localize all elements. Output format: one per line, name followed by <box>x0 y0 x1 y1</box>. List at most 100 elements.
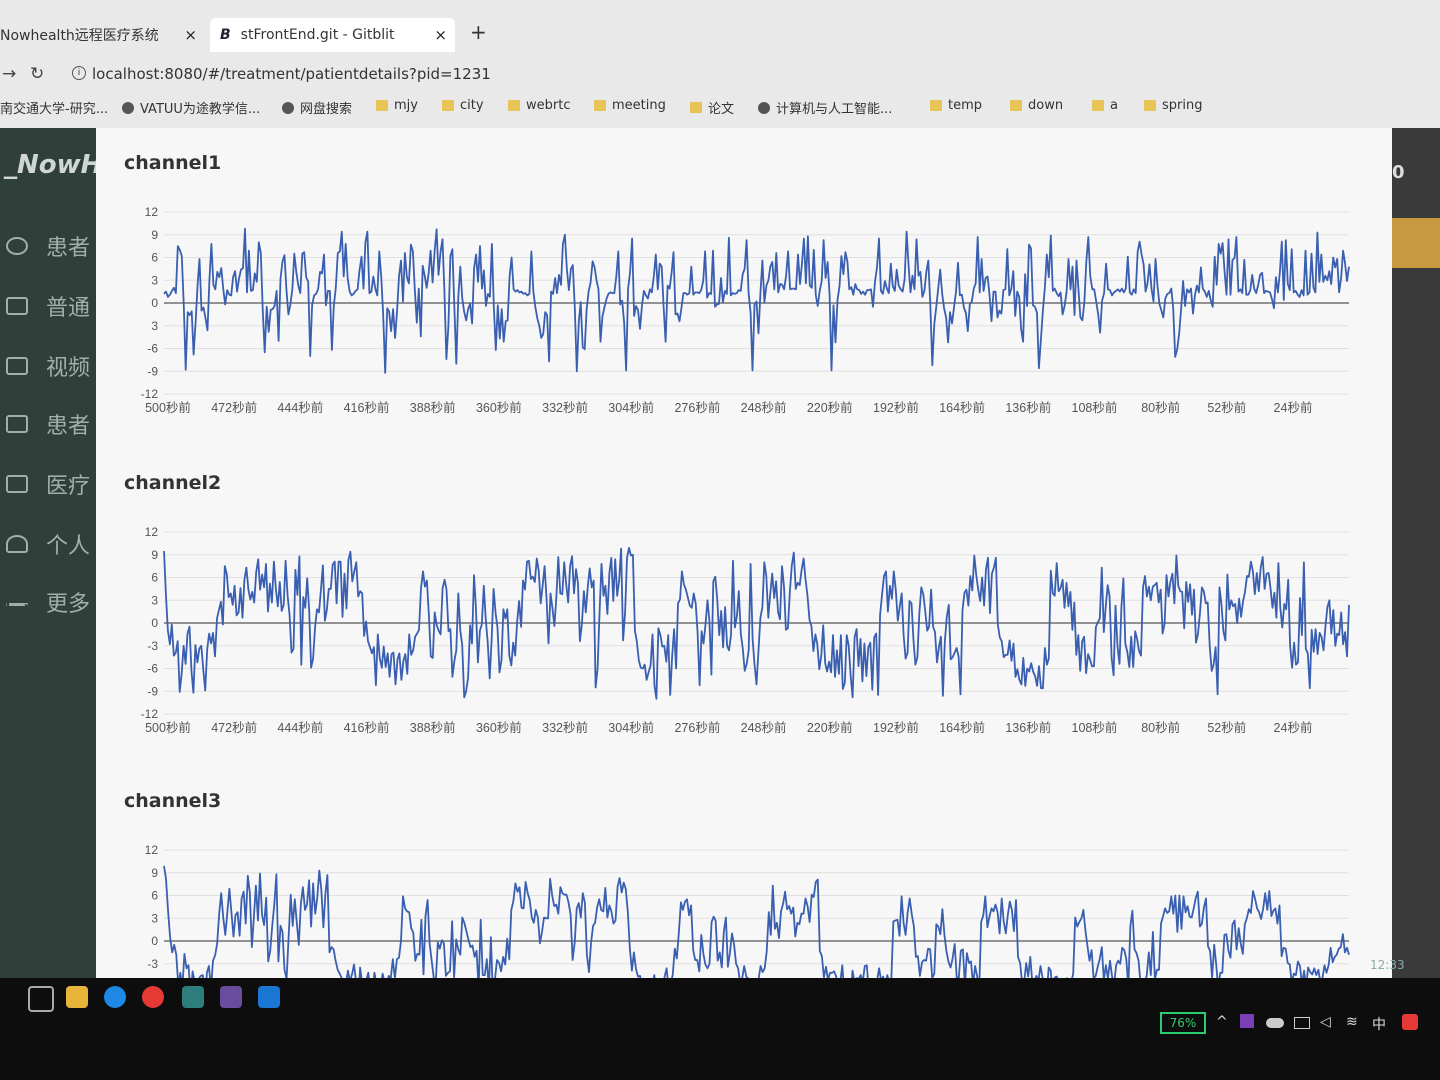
jetbrains-icon[interactable] <box>220 986 242 1008</box>
folder-icon <box>690 102 702 113</box>
bookmark-label: VATUU为途教学信... <box>140 102 261 117</box>
x-tick-label: 192秒前 <box>873 720 919 735</box>
counter-text: 0 <box>1392 162 1405 183</box>
x-tick-label: 164秒前 <box>939 720 985 735</box>
more-icon <box>6 602 28 606</box>
sidebar-item-medical[interactable]: 医疗 <box>0 456 98 512</box>
y-tick-label: 0 <box>151 934 158 948</box>
speaker-icon[interactable]: ◁ <box>1320 1014 1331 1030</box>
sidebar-item-label: 个人 <box>46 534 91 559</box>
cloud-icon[interactable] <box>1266 1018 1284 1028</box>
close-icon[interactable]: × <box>434 26 447 44</box>
folder-icon <box>1144 100 1156 111</box>
sidebar-item-label: 普通 <box>46 296 91 321</box>
folder-icon <box>594 100 606 111</box>
back-icon[interactable]: → <box>2 64 17 84</box>
x-tick-label: 444秒前 <box>277 720 323 735</box>
y-tick-label: 6 <box>151 251 158 265</box>
folder-icon <box>376 100 388 111</box>
main-content: channel1 12 9 6 3 0 3 -6 -9 -12 500秒前 472秒前 444秒前 41… <box>96 128 1392 1033</box>
y-tick-label: 9 <box>151 548 158 562</box>
bookmark-label: city <box>460 98 484 113</box>
bookmark-item[interactable]: VATUU为途教学信... <box>122 98 260 117</box>
bookmark-item[interactable]: 论文 <box>690 98 734 117</box>
x-tick-label: 304秒前 <box>608 400 654 415</box>
tab-nowhealth[interactable]: Nowhealth远程医疗系统 × <box>0 18 205 52</box>
reload-icon[interactable]: ↻ <box>30 64 45 84</box>
chevron-up-icon[interactable]: ^ <box>1216 1014 1228 1030</box>
bookmark-label: a <box>1110 98 1118 113</box>
bookmark-item[interactable]: meeting <box>594 98 666 113</box>
sidebar: _NowH 患者 普通 视频 患者 医疗 个人 更多 <box>0 128 102 978</box>
ime-indicator[interactable]: 中 <box>1372 1017 1386 1033</box>
x-tick-label: 472秒前 <box>211 400 257 415</box>
globe-icon <box>122 101 134 114</box>
x-tick-label: 360秒前 <box>476 400 522 415</box>
battery-icon[interactable] <box>1294 1017 1310 1029</box>
y-tick-label: -3 <box>147 639 158 653</box>
edge-icon[interactable] <box>104 986 126 1008</box>
bookmark-item[interactable]: 南交通大学-研究... <box>0 98 108 117</box>
x-tick-label: 220秒前 <box>807 720 853 735</box>
x-tick-label: 388秒前 <box>410 400 456 415</box>
y-tick-label: -9 <box>147 364 158 378</box>
bookmark-item[interactable]: temp <box>930 98 982 113</box>
tab-gitblit[interactable]: B stFrontEnd.git - Gitblit × <box>210 18 455 52</box>
onenote-icon[interactable] <box>1240 1014 1254 1028</box>
bookmark-item[interactable]: down <box>1010 98 1063 113</box>
bookmark-label: 南交通大学-研究... <box>0 102 109 117</box>
bookmark-item[interactable]: spring <box>1144 98 1202 113</box>
app-icon[interactable] <box>182 986 204 1008</box>
bookmark-item[interactable]: webrtc <box>508 98 570 113</box>
sidebar-item-patient-search[interactable]: 患者 <box>0 396 98 452</box>
sogou-icon[interactable] <box>1402 1014 1418 1030</box>
chrome-icon[interactable] <box>142 986 164 1008</box>
folder-icon <box>508 100 520 111</box>
clock-text: 12:33 <box>1370 958 1405 972</box>
x-tick-label: 332秒前 <box>542 720 588 735</box>
bookmark-item[interactable]: 网盘搜索 <box>282 98 352 117</box>
user-icon <box>6 535 28 553</box>
battery-indicator: 76% <box>1160 1012 1206 1034</box>
file-explorer-icon[interactable] <box>66 986 88 1008</box>
x-tick-label: 360秒前 <box>476 720 522 735</box>
globe-icon <box>758 101 770 114</box>
x-tick-label: 388秒前 <box>410 720 456 735</box>
sidebar-item-general[interactable]: 普通 <box>0 278 98 334</box>
sidebar-item-label: 视频 <box>46 356 91 381</box>
new-tab-button[interactable]: + <box>470 20 487 44</box>
sidebar-item-personal[interactable]: 个人 <box>0 516 98 572</box>
bookmarks-bar: 南交通大学-研究... VATUU为途教学信... 网盘搜索 mjy city … <box>0 94 1440 120</box>
close-icon[interactable]: × <box>184 26 197 44</box>
channel-title: channel2 <box>124 472 222 494</box>
x-tick-label: 24秒前 <box>1274 400 1313 415</box>
x-tick-label: 108秒前 <box>1072 720 1118 735</box>
gitblit-icon: B <box>220 27 231 43</box>
sidebar-item-more[interactable]: 更多 <box>0 574 98 630</box>
x-tick-label: 52秒前 <box>1207 400 1246 415</box>
x-tick-label: 192秒前 <box>873 400 919 415</box>
url-input[interactable]: localhost:8080/#/treatment/patientdetail… <box>92 65 491 83</box>
bookmark-label: webrtc <box>526 98 571 113</box>
sidebar-item-video[interactable]: 视频 <box>0 338 98 394</box>
bookmark-item[interactable]: 计算机与人工智能... <box>758 98 892 117</box>
x-tick-label: 52秒前 <box>1207 720 1246 735</box>
bookmark-item[interactable]: a <box>1092 98 1118 113</box>
folder-icon <box>930 100 942 111</box>
x-tick-label: 248秒前 <box>741 720 787 735</box>
info-icon[interactable]: i <box>72 66 86 80</box>
y-tick-label: 0 <box>151 616 158 630</box>
channel-title: channel3 <box>124 790 222 812</box>
bookmark-label: meeting <box>612 98 666 113</box>
task-view-icon[interactable] <box>28 986 54 1012</box>
vscode-icon[interactable] <box>258 986 280 1008</box>
x-tick-label: 332秒前 <box>542 400 588 415</box>
medical-box-icon <box>6 475 28 493</box>
sidebar-item-patient[interactable]: 患者 <box>0 218 98 274</box>
y-tick-label: -12 <box>141 707 159 721</box>
wifi-icon[interactable]: ≋ <box>1346 1014 1358 1030</box>
bookmark-item[interactable]: mjy <box>376 98 418 113</box>
y-tick-label: 3 <box>151 273 158 287</box>
bookmark-item[interactable]: city <box>442 98 484 113</box>
